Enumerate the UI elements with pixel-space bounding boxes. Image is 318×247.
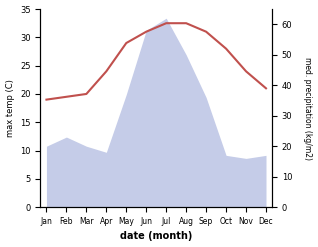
Y-axis label: max temp (C): max temp (C) [5, 79, 15, 137]
X-axis label: date (month): date (month) [120, 231, 192, 242]
Y-axis label: med. precipitation (kg/m2): med. precipitation (kg/m2) [303, 57, 313, 160]
